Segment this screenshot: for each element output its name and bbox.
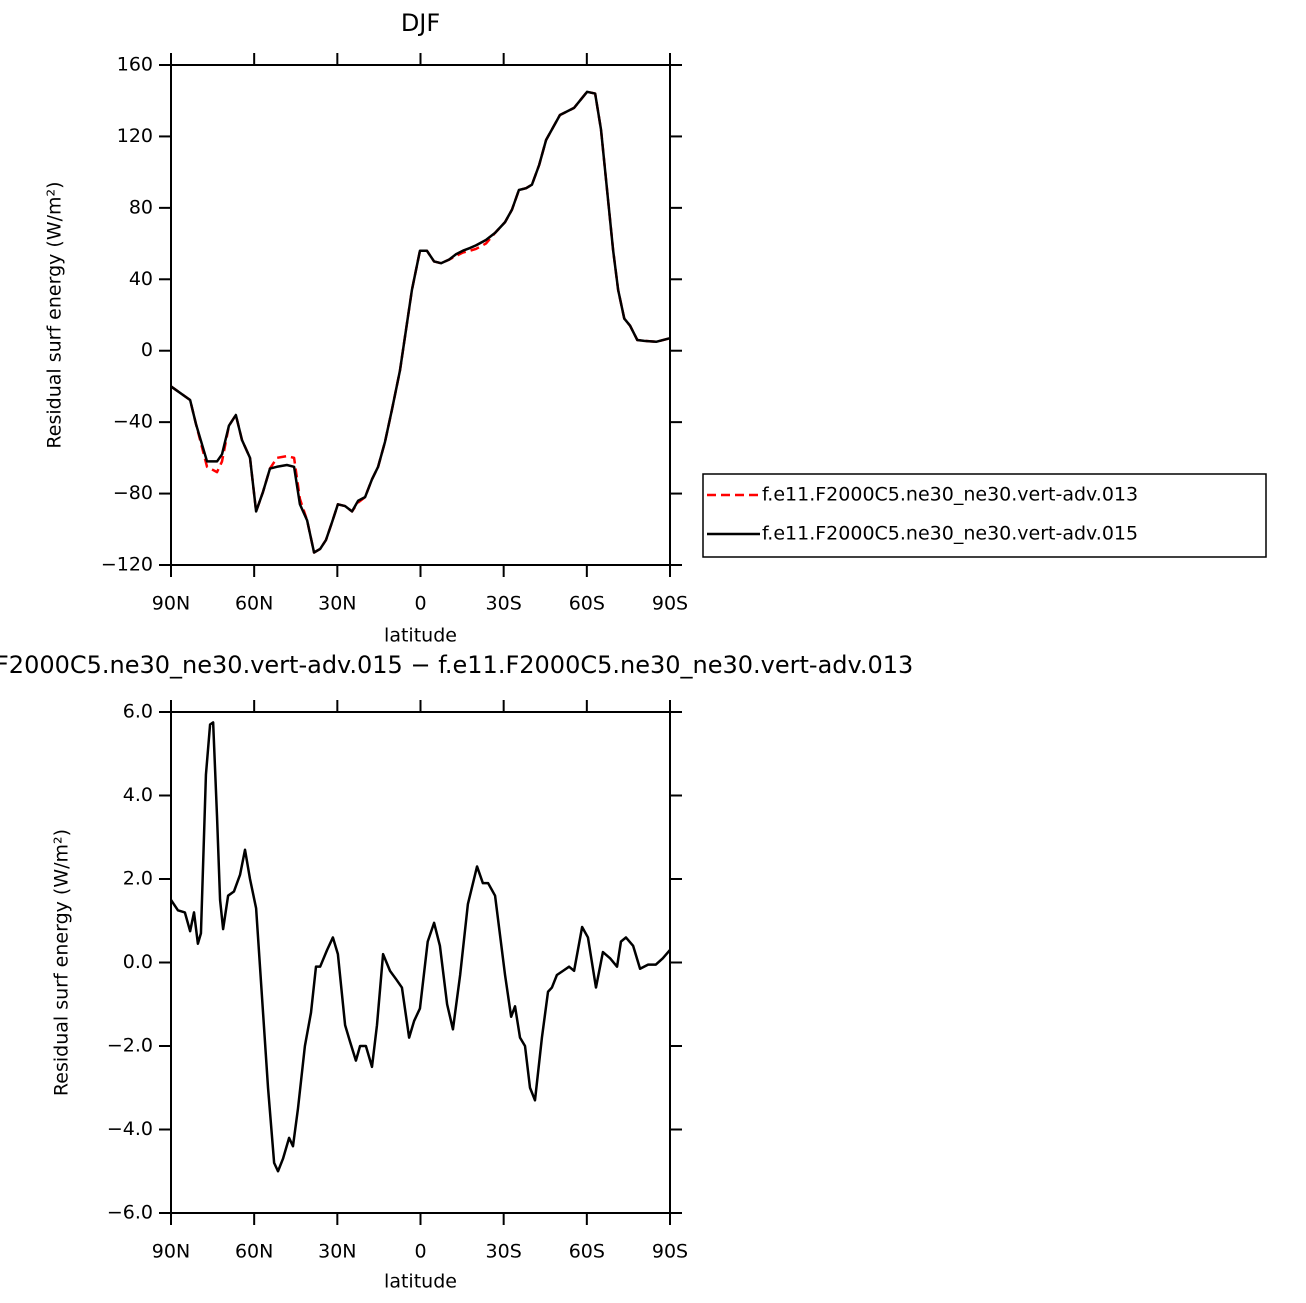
data-line	[169, 721, 671, 1173]
x-tick-label: 0	[414, 593, 426, 615]
x-axis-label: latitude	[384, 1271, 457, 1293]
y-tick-label: 40	[129, 268, 153, 290]
x-tick-label: 90N	[152, 1241, 190, 1263]
x-tick-label: 30S	[486, 593, 522, 615]
chart-title: DJF	[401, 9, 440, 37]
y-tick-label: 0.0	[123, 951, 153, 973]
x-tick-label: 90S	[652, 593, 688, 615]
y-tick-label: −40	[113, 411, 153, 433]
x-tick-label: 90S	[652, 1241, 688, 1263]
x-tick-label: 60N	[235, 1241, 273, 1263]
y-tick-label: 120	[117, 125, 153, 147]
plot-frame	[170, 64, 671, 566]
x-tick-label: 90N	[152, 593, 190, 615]
x-tick-label: 30N	[318, 593, 356, 615]
legend-label: f.e11.F2000C5.ne30_ne30.vert-adv.013	[762, 484, 1138, 506]
y-tick-label: −6.0	[107, 1202, 153, 1224]
x-tick-label: 60S	[569, 1241, 605, 1263]
x-tick-label: 30N	[318, 1241, 356, 1263]
data-line	[170, 90, 671, 554]
y-axis-label: Residual surf energy (W/m²)	[44, 181, 66, 448]
y-tick-label: −4.0	[107, 1118, 153, 1140]
y-tick-label: −80	[113, 482, 153, 504]
chart-title: f.e11.F2000C5.ne30_ne30.vert-adv.015 − f…	[0, 651, 913, 679]
y-tick-label: 6.0	[123, 701, 153, 723]
x-tick-label: 60N	[235, 593, 273, 615]
legend-box	[702, 473, 1267, 558]
y-axis-label: Residual surf energy (W/m²)	[51, 829, 73, 1096]
y-tick-label: −120	[101, 554, 153, 576]
data-line	[170, 90, 671, 554]
x-tick-label: 0	[414, 1241, 426, 1263]
y-tick-label: 4.0	[123, 784, 153, 806]
x-tick-label: 60S	[569, 593, 605, 615]
legend-label: f.e11.F2000C5.ne30_ne30.vert-adv.015	[762, 523, 1138, 545]
y-tick-label: 0	[141, 339, 153, 361]
y-tick-label: 2.0	[123, 868, 153, 890]
x-tick-label: 30S	[486, 1241, 522, 1263]
x-axis-label: latitude	[384, 625, 457, 647]
plot-frame	[170, 711, 671, 1214]
y-tick-label: 160	[117, 54, 153, 76]
y-tick-label: 80	[129, 196, 153, 218]
legend: f.e11.F2000C5.ne30_ne30.vert-adv.013 f.e1…	[702, 473, 1267, 558]
y-tick-label: −2.0	[107, 1035, 153, 1057]
